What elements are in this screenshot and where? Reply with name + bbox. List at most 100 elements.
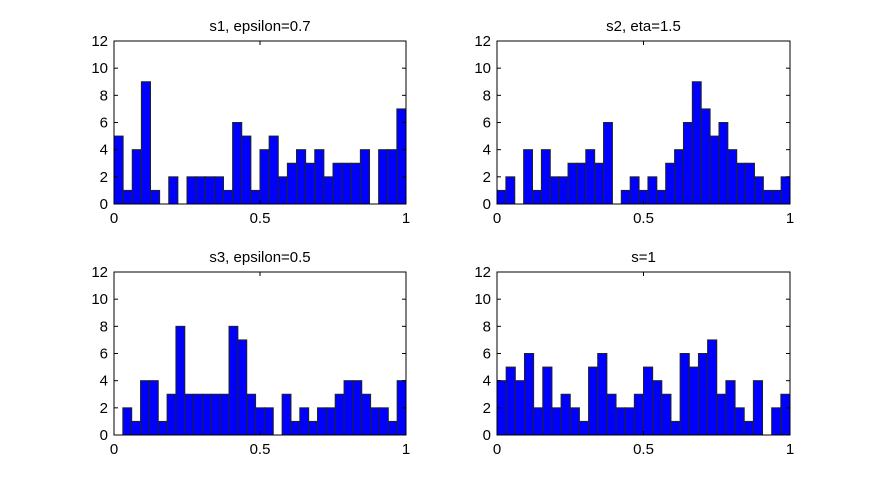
x-tick-label: 0.5 — [250, 210, 271, 227]
y-tick-label: 10 — [91, 60, 108, 77]
histogram-bar — [665, 162, 676, 205]
histogram-bar — [166, 393, 177, 436]
histogram-bar — [745, 162, 755, 205]
histogram-bar — [223, 189, 234, 205]
histogram-bar — [652, 380, 663, 436]
subplot-2: 0 2 4 6 8 10 12 0 0.5 1 s2, eta=1.5 — [474, 18, 794, 227]
histogram-bar — [332, 162, 343, 205]
histogram-bar — [268, 135, 279, 205]
histogram-bar — [718, 122, 729, 205]
y-tick-label: 4 — [483, 373, 491, 390]
histogram-bar — [629, 176, 640, 205]
y-tick-label: 12 — [91, 33, 108, 50]
histogram-bar — [193, 393, 203, 436]
y-tick-label: 0 — [100, 427, 108, 444]
histogram-bar — [560, 393, 571, 436]
histogram-bar — [232, 122, 243, 205]
histogram-bar — [569, 407, 580, 436]
histogram-bar — [352, 380, 363, 436]
y-tick-label: 0 — [483, 196, 491, 213]
x-tick-label: 0.5 — [633, 441, 654, 458]
histogram-bar — [780, 176, 791, 205]
y-tick-label: 0 — [483, 427, 491, 444]
histogram-bar — [620, 189, 631, 205]
histogram-bar — [716, 393, 727, 436]
histogram-bar — [219, 393, 230, 436]
x-tick-label: 1 — [786, 441, 794, 458]
y-tick-label: 8 — [100, 87, 108, 104]
histogram-bar — [157, 420, 168, 436]
subplot-1: 0 2 4 6 8 10 12 0 0.5 1 s1, epsilon=0.7 — [91, 18, 410, 227]
histogram-bar — [122, 189, 133, 205]
y-tick-label: 4 — [100, 373, 108, 390]
histogram-bar — [674, 149, 684, 205]
y-tick-label: 6 — [100, 115, 108, 132]
histogram-bar — [184, 393, 195, 436]
y-tick-label: 4 — [100, 142, 108, 159]
histogram-bar — [213, 176, 224, 205]
y-tick-label: 2 — [100, 400, 108, 417]
histogram-bar — [576, 162, 587, 205]
histogram-bar — [290, 420, 301, 436]
histogram-bar — [334, 393, 345, 436]
y-tick-label: 2 — [483, 400, 491, 417]
histogram-bar — [615, 407, 626, 436]
y-tick-label: 12 — [474, 33, 491, 50]
x-tick-label: 0.5 — [250, 441, 271, 458]
histogram-bar — [299, 407, 310, 436]
histogram-bar — [361, 393, 372, 436]
histogram-bar — [210, 393, 221, 436]
y-tick-label: 8 — [100, 318, 108, 335]
histogram-bar — [255, 407, 265, 436]
histogram-bar — [594, 162, 605, 205]
y-tick-label: 6 — [483, 346, 491, 363]
histogram-bar — [734, 407, 745, 436]
histogram-bar — [296, 149, 307, 205]
histogram-bar — [387, 420, 398, 436]
histogram-bar — [743, 420, 754, 436]
histogram-bar — [700, 108, 711, 205]
histogram-bar — [633, 393, 644, 436]
x-tick-label: 1 — [402, 441, 410, 458]
histogram-bar — [725, 380, 736, 436]
histogram-bar — [647, 176, 658, 205]
histogram-bar — [140, 380, 150, 436]
histogram-bar — [558, 176, 569, 205]
y-tick-label: 2 — [100, 169, 108, 186]
histogram-bar — [228, 325, 239, 436]
histogram-bar — [186, 176, 197, 205]
histogram-bar — [606, 393, 617, 436]
histogram-bar — [237, 339, 248, 436]
histogram-bar — [523, 353, 535, 436]
histogram-bar — [308, 420, 319, 436]
y-tick-label: 10 — [91, 291, 108, 308]
histogram-bar — [752, 380, 764, 436]
histogram-bar — [359, 149, 370, 205]
histogram-bar — [762, 189, 773, 205]
histogram-bar — [122, 407, 133, 436]
histogram-bar — [585, 149, 596, 205]
histogram-bar — [281, 393, 292, 436]
histogram-bar — [496, 189, 507, 205]
y-tick-label: 2 — [483, 169, 491, 186]
histogram-bar — [540, 149, 551, 205]
histogram-bar — [350, 162, 361, 205]
histogram-bar — [387, 149, 398, 205]
histogram-bar — [113, 135, 124, 205]
histogram-bar — [246, 393, 257, 436]
histogram-bar — [549, 176, 560, 205]
histogram-bar — [150, 189, 161, 205]
y-tick-label: 10 — [474, 60, 491, 77]
histogram-bar — [736, 162, 747, 205]
histogram-bar — [277, 176, 288, 205]
histogram-bar — [505, 176, 516, 205]
histogram-bar — [670, 420, 681, 436]
histogram-bar — [241, 135, 252, 205]
histogram-bar — [697, 353, 709, 436]
histogram-bar — [259, 149, 270, 205]
y-tick-label: 0 — [100, 196, 108, 213]
histogram-bar — [771, 407, 782, 436]
histogram-bar — [661, 393, 672, 436]
histogram-bar — [656, 189, 667, 205]
